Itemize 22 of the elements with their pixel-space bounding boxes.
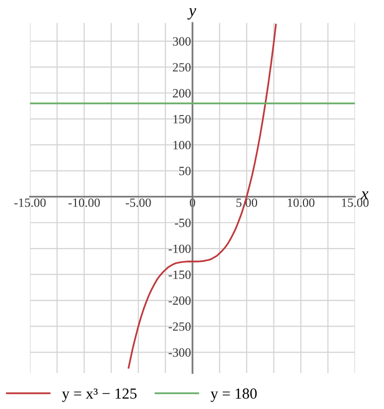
y-tick-label: 100 [173, 140, 191, 150]
y-tick-label: 300 [172, 37, 191, 46]
x-tick-label: 15.00 [342, 198, 369, 207]
y-tick-label: -200 [168, 296, 191, 305]
y-tick-label: -50 [174, 218, 191, 228]
y-tick-label: -100 [168, 244, 191, 254]
line-series [128, 24, 277, 369]
x-tick-label: 10.00 [288, 198, 314, 207]
x-tick-label: -10.00 [68, 198, 100, 207]
y-tick-label: 200 [172, 89, 191, 98]
y-tick-label: 50 [179, 166, 191, 176]
y-tick-label: -300 [168, 348, 191, 357]
legend-label: y = 180 [210, 388, 257, 402]
y-tick-label: -150 [168, 270, 191, 279]
y-axis-title: y [187, 8, 196, 20]
y-tick-label: -250 [168, 322, 191, 331]
legend-label: y = x³ − 125 [62, 388, 137, 402]
x-tick-label: -5.00 [126, 198, 151, 207]
y-tick-label: 150 [173, 114, 191, 124]
x-tick-label: -15.00 [14, 198, 46, 207]
x-axis-title: x [360, 191, 368, 200]
y-tick-label: 250 [172, 63, 191, 72]
